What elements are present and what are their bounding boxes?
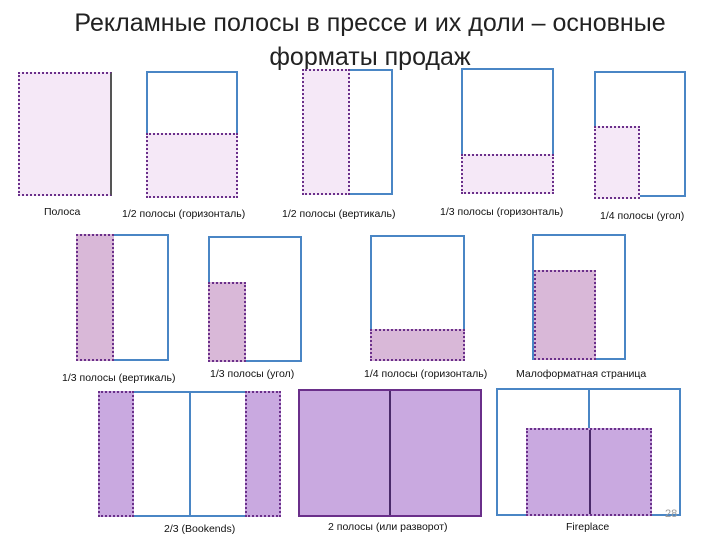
spread-spine [389,391,391,515]
page-number: 28 [665,508,678,520]
page-third-horizontal [461,68,554,194]
page-quarter-corner [594,71,686,199]
title-line-1: Рекламные полосы в прессе и их доли – ос… [74,9,666,37]
spread-ad [298,389,482,517]
label-third-horizontal: 1/3 полосы (горизонталь) [440,206,564,218]
third-horizontal-ad [461,154,554,194]
page-fireplace [496,388,681,516]
page-bookends [98,391,281,517]
slide-title: Рекламные полосы в прессе и их доли – ос… [40,6,700,74]
label-quarter-horizontal: 1/4 полосы (горизонталь) [364,368,488,380]
quarter-corner-ad [594,126,640,199]
bookends-left-ad [98,391,134,517]
label-half-vertical: 1/2 полосы (вертикаль) [282,208,396,220]
page-half-vertical [302,69,393,195]
label-fireplace: Fireplace [566,521,610,533]
half-vertical-ad [302,69,350,195]
small-format-ad [534,270,596,360]
half-horizontal-ad [146,133,238,198]
bookends-right-ad [245,391,281,517]
label-bookends: 2/3 (Bookends) [164,523,236,535]
page-third-vertical [76,234,169,361]
label-full-page: Полоса [44,206,81,218]
label-quarter-corner: 1/4 полосы (угол) [600,210,685,222]
bookends-spine [189,393,191,515]
fireplace-ad [526,428,652,516]
quarter-horizontal-ad [370,329,465,361]
page-third-corner [208,236,302,362]
label-spread: 2 полосы (или разворот) [328,521,448,533]
label-small-format: Малоформатная страница [516,368,647,380]
label-third-corner: 1/3 полосы (угол) [210,368,295,380]
fireplace-ad-spine [589,430,591,514]
third-corner-ad [208,282,246,362]
title-line-2: форматы продаж [269,43,471,71]
full-page-ad [18,72,112,196]
third-vertical-ad [76,234,114,361]
page-quarter-horizontal [370,235,465,361]
page-small-format [532,234,626,360]
label-third-vertical: 1/3 полосы (вертикаль) [62,372,176,384]
label-half-horizontal: 1/2 полосы (горизонталь) [122,208,246,220]
page-half-horizontal [146,71,238,198]
